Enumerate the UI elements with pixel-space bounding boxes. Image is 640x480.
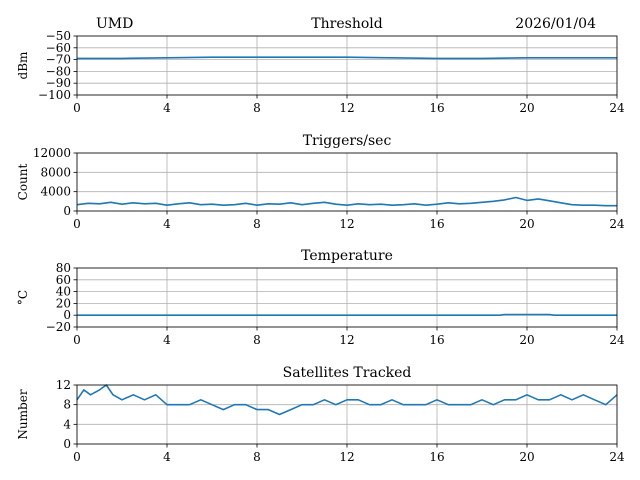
x-tick-label: 16: [429, 333, 444, 347]
y-axis-label: Count: [16, 163, 30, 200]
x-tick-label: 0: [73, 333, 81, 347]
x-tick-label: 12: [339, 450, 354, 464]
x-tick-label: 12: [339, 217, 354, 231]
y-tick-label: 8: [63, 398, 71, 412]
y-tick-label: 40: [56, 285, 71, 299]
header-date: 2026/01/04: [515, 16, 596, 32]
x-tick-label: 0: [73, 101, 81, 115]
y-tick-label: −100: [38, 88, 71, 102]
x-tick-label: 20: [519, 217, 534, 231]
chart-title: Threshold: [311, 16, 382, 32]
chart-title: Temperature: [301, 248, 393, 264]
y-tick-label: −50: [46, 29, 71, 43]
chart-title: Triggers/sec: [303, 133, 392, 149]
y-tick-label: 60: [56, 273, 71, 287]
x-tick-label: 8: [253, 450, 261, 464]
y-tick-label: 80: [56, 261, 71, 275]
header-station: UMD: [96, 16, 133, 32]
chart-panel-1: 0 4 8 12 16 20 24 −100−90−80−70−60−50 Threshold d…: [16, 16, 625, 115]
x-tick-label: 4: [163, 217, 171, 231]
y-tick-label: 0: [63, 204, 71, 218]
x-tick-label: 8: [253, 217, 261, 231]
x-tick-label: 16: [429, 217, 444, 231]
series-line: [77, 313, 617, 317]
y-tick-label: 8000: [40, 165, 71, 179]
y-tick-label: 12: [56, 378, 71, 392]
series-line: [76, 196, 617, 207]
x-tick-label: 0: [73, 217, 81, 231]
y-tick-label: −20: [46, 320, 71, 334]
y-tick-label: −70: [46, 53, 71, 67]
x-tick-label: 20: [519, 333, 534, 347]
chart-title: Satellites Tracked: [283, 365, 412, 381]
x-tick-label: 24: [609, 450, 625, 464]
x-tick-label: 24: [609, 217, 625, 231]
x-tick-label: 20: [519, 450, 534, 464]
x-tick-label: 4: [163, 333, 171, 347]
y-axis-label: dBm: [16, 51, 30, 80]
x-tick-label: 8: [253, 101, 261, 115]
chart-panels: 0 4 8 12 16 20 24 −100−90−80−70−60−50 Threshold d…: [16, 16, 625, 464]
y-tick-label: 0: [63, 437, 71, 451]
x-tick-label: 24: [609, 333, 625, 347]
x-tick-label: 16: [429, 450, 444, 464]
series-line: [77, 56, 617, 60]
x-tick-label: 8: [253, 333, 261, 347]
x-tick-label: 24: [609, 101, 625, 115]
y-tick-label: −80: [46, 64, 71, 78]
y-tick-label: 4000: [40, 185, 71, 199]
x-tick-label: 4: [163, 450, 171, 464]
y-tick-label: 20: [56, 296, 71, 310]
y-axis-label: Number: [16, 389, 30, 439]
y-axis-label: °C: [16, 290, 30, 305]
chart-panel-2: 0 4 8 12 16 20 24 0 4000 8000 12000 Triggers/sec Cou…: [16, 133, 625, 231]
x-tick-label: 4: [163, 101, 171, 115]
y-tick-label: 4: [63, 417, 71, 431]
y-tick-label: −90: [46, 76, 71, 90]
y-tick-label: 12000: [33, 146, 71, 160]
x-tick-label: 12: [339, 333, 354, 347]
x-tick-label: 20: [519, 101, 534, 115]
x-tick-label: 12: [339, 101, 354, 115]
y-tick-label: −60: [46, 41, 71, 55]
x-tick-label: 0: [73, 450, 81, 464]
y-tick-label: 0: [63, 308, 71, 322]
x-tick-label: 16: [429, 101, 444, 115]
series-line: [76, 384, 618, 416]
chart-panel-4: 0 4 8 12 16 20 24 0 4 8 12 Satellites Tracked Number: [16, 365, 625, 464]
